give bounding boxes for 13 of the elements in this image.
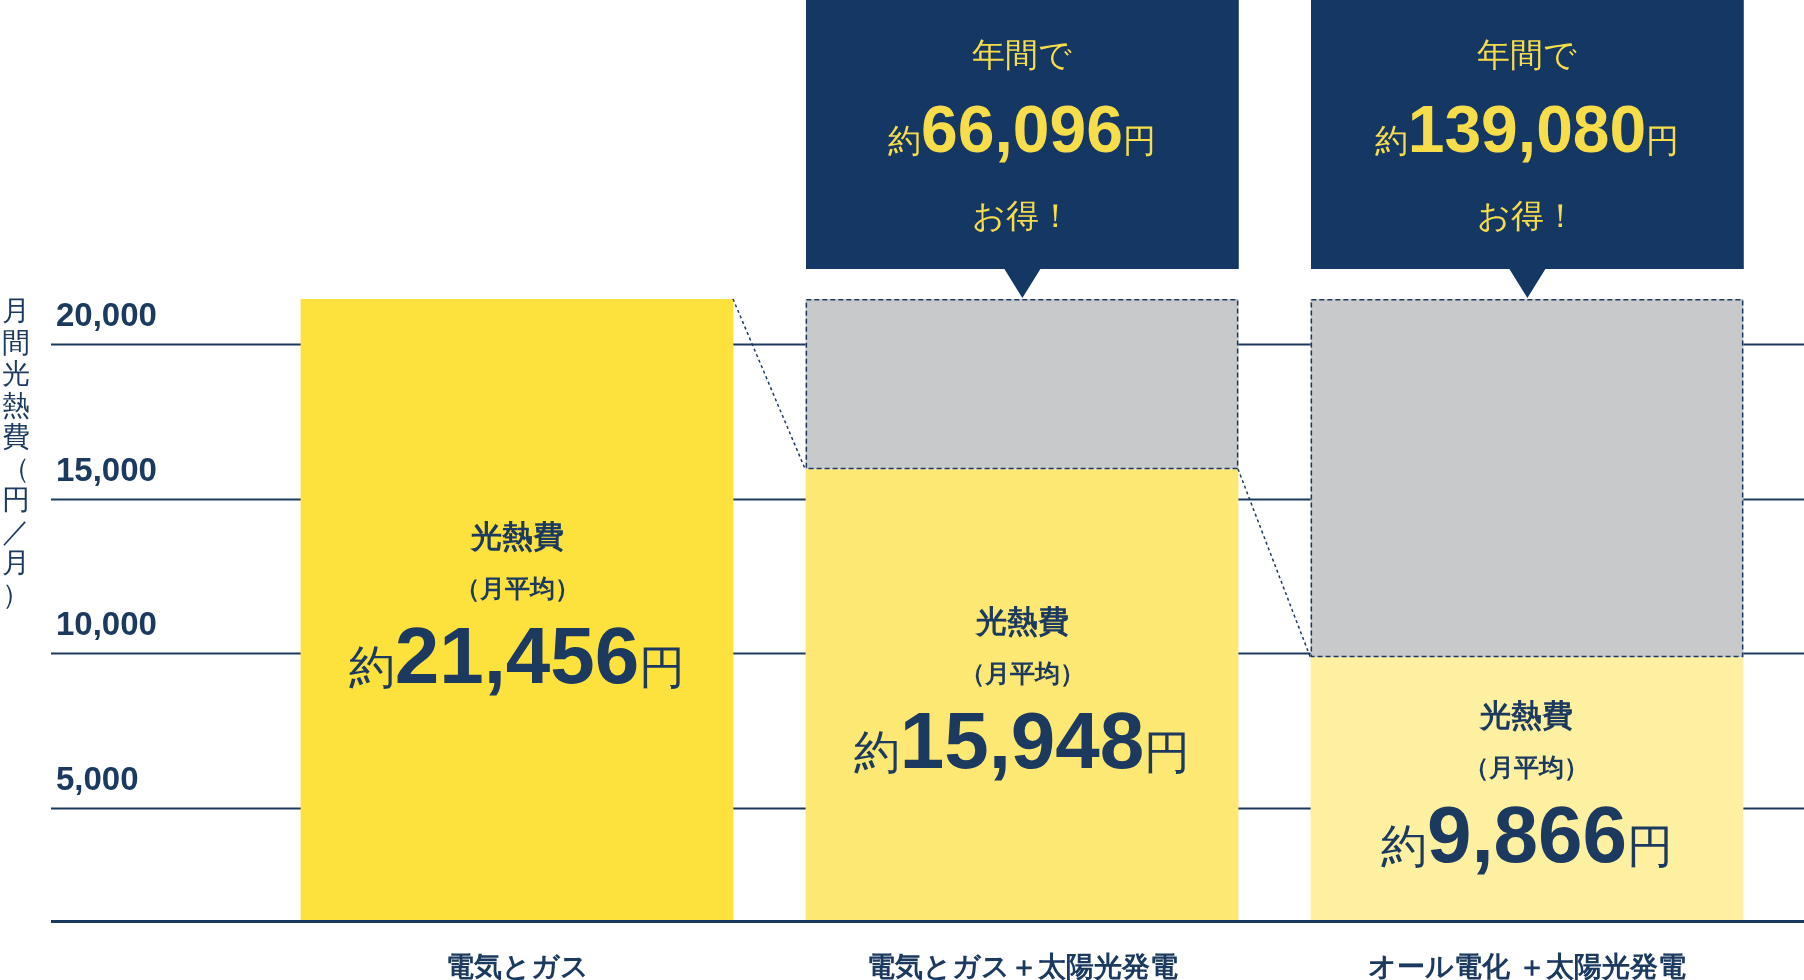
y-tick-label: 20,000 (56, 296, 157, 334)
text: 月間光熱費（円／月） (2, 295, 30, 610)
y-tick-label: 10,000 (56, 605, 157, 643)
y-tick-label: 5,000 (56, 759, 139, 797)
y-tick-label: 15,000 (56, 450, 157, 488)
x-tick-label: 電気とガス (445, 950, 589, 980)
text: 年間で約139,080円お得！ (1374, 35, 1680, 234)
x-tick-label: オール電化 ＋太陽光発電 (1368, 950, 1686, 980)
text: 光熱費（月平均）約9,866円 (1380, 697, 1674, 879)
text: 年間で約66,096円お得！ (888, 35, 1156, 234)
text: 光熱費（月平均）約21,456円 (348, 518, 686, 699)
text: 光熱費（月平均）約15,948円 (853, 603, 1191, 785)
x-tick-label: 電気とガス＋太陽光発電 (866, 950, 1178, 980)
